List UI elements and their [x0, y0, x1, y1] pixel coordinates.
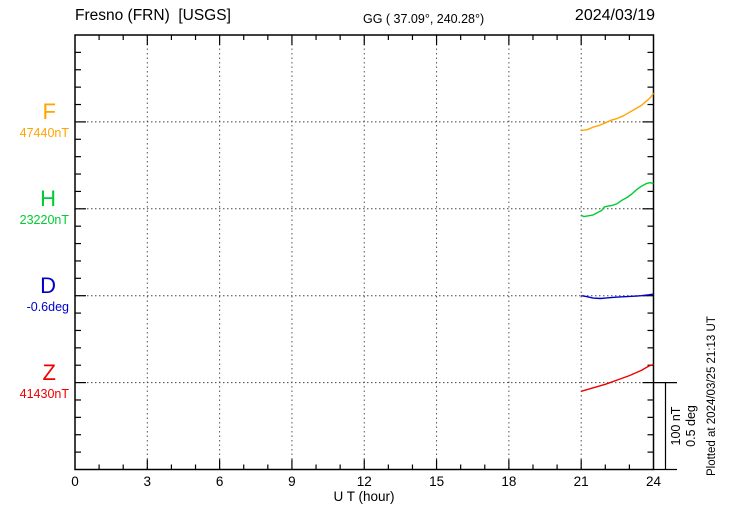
- channel-z-baseline-value: 41430nT: [19, 387, 69, 401]
- x-tick-label-18: 18: [501, 474, 517, 489]
- channel-f-baseline-value: 47440nT: [19, 126, 69, 140]
- x-tick-label-3: 3: [143, 474, 152, 489]
- x-tick-label-9: 9: [288, 474, 296, 489]
- x-tick-label-24: 24: [645, 474, 662, 489]
- channel-z-label: Z: [42, 360, 56, 385]
- channel-d-label: D: [40, 273, 56, 298]
- x-axis-label: U T (hour): [333, 489, 395, 504]
- scale-bar-label: 100 nT 0.5 deg: [669, 400, 699, 452]
- geographic-coordinates: GG ( 37.09°, 240.28°): [363, 12, 485, 26]
- channel-d-baseline-value: -0.6deg: [26, 300, 69, 314]
- plot-date: 2024/03/19: [574, 7, 655, 24]
- x-tick-label-21: 21: [573, 474, 589, 489]
- x-tick-label-12: 12: [356, 474, 372, 489]
- channel-h-baseline-value: 23220nT: [19, 213, 69, 227]
- channel-h-label: H: [40, 186, 56, 211]
- station-title: Fresno (FRN) [USGS]: [75, 7, 231, 24]
- scale-bar-deg: 0.5 deg: [684, 405, 698, 447]
- plotted-at-note: Plotted at 2024/03/25 21:13 UT: [706, 316, 718, 476]
- scale-bar-nt: 100 nT: [669, 406, 683, 446]
- x-tick-label-0: 0: [71, 474, 79, 489]
- x-tick-label-6: 6: [215, 474, 224, 489]
- channel-f-label: F: [42, 99, 56, 124]
- x-tick-label-15: 15: [429, 474, 445, 489]
